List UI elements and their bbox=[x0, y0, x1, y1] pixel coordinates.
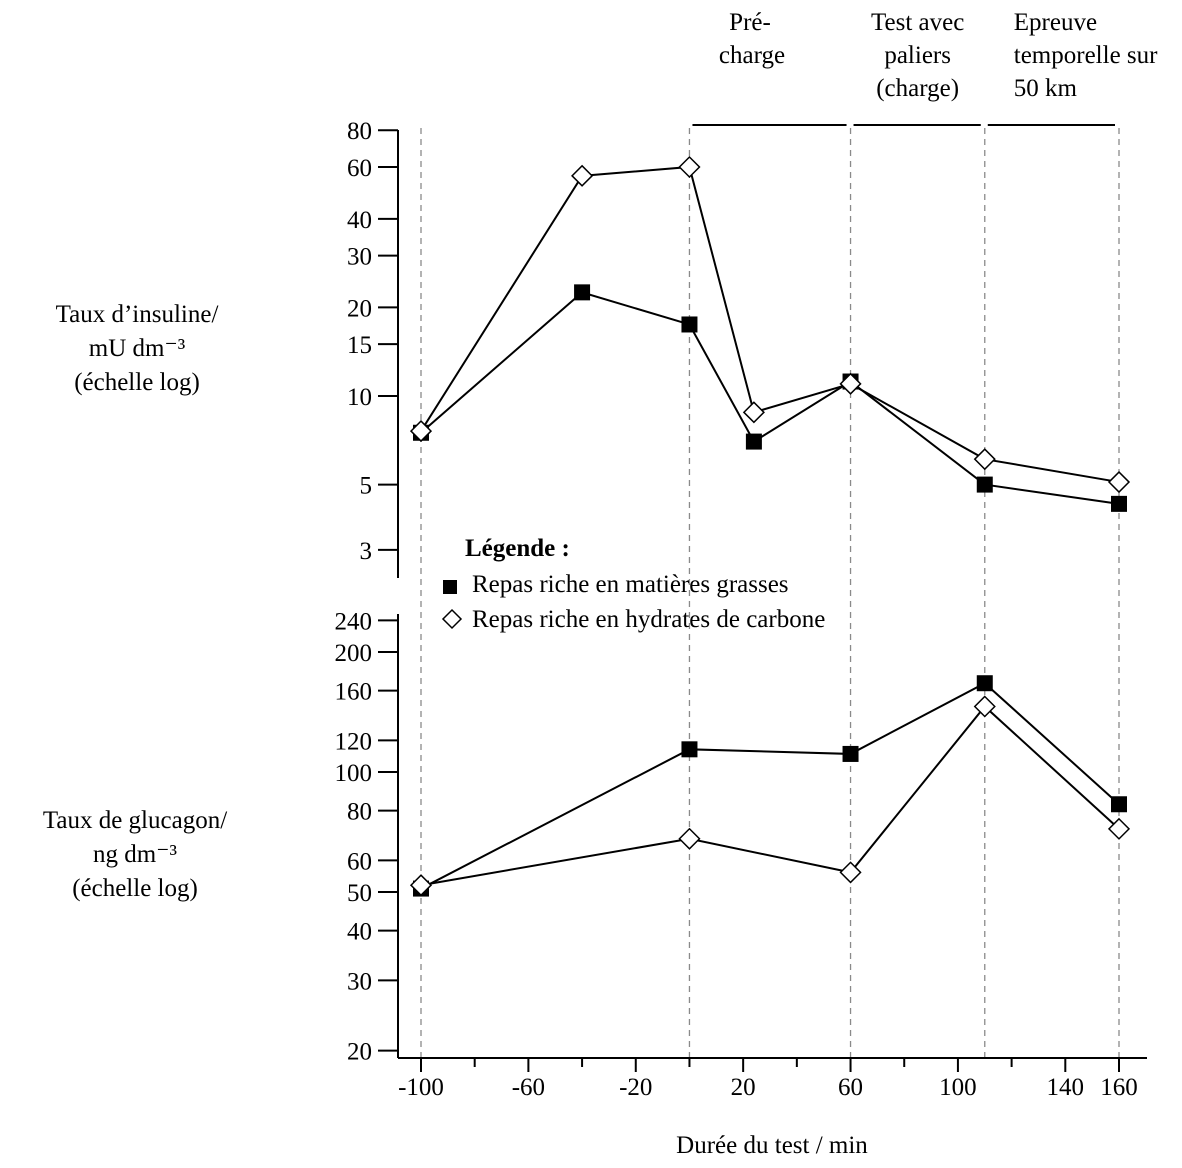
glucagon-y-tick-label-50: 50 bbox=[347, 880, 372, 907]
glucagon-series-0-point-2 bbox=[842, 745, 859, 762]
glucagon-y-axis-title-2: (échelle log) bbox=[72, 875, 198, 902]
insulin-y-tick-label-20: 20 bbox=[347, 295, 372, 322]
glucagon-y-tick-label-40: 40 bbox=[347, 919, 372, 946]
glucagon-y-tick-label-80: 80 bbox=[347, 799, 372, 826]
insulin-series-0-point-2 bbox=[681, 316, 698, 333]
insulin-y-axis-title-0: Taux d’insuline/ bbox=[56, 301, 219, 328]
x-tick-label--20: -20 bbox=[619, 1074, 652, 1101]
insulin-y-tick-label-5: 5 bbox=[360, 473, 373, 500]
glucagon-series-1-line bbox=[420, 705, 1120, 887]
legend-title: Légende : bbox=[465, 535, 570, 562]
phase-label-2-2: 50 km bbox=[1014, 75, 1078, 102]
glucagon-y-tick-label-100: 100 bbox=[335, 760, 373, 787]
insulin-series-1-point-0 bbox=[409, 420, 433, 443]
glucagon-series-0-point-3 bbox=[976, 675, 993, 692]
glucagon-series-1-point-3 bbox=[973, 695, 996, 718]
x-tick-label-60: 60 bbox=[838, 1074, 863, 1101]
insulin-y-tick-label-80: 80 bbox=[347, 118, 372, 145]
glucagon-series-1-point-0 bbox=[409, 874, 433, 897]
x-tick-label--60: -60 bbox=[512, 1074, 545, 1101]
insulin-series-1-point-6 bbox=[1107, 470, 1131, 494]
glucagon-series-0-point-4 bbox=[1111, 796, 1127, 813]
phase-label-1-2: (charge) bbox=[876, 75, 959, 102]
insulin-y-tick-label-3: 3 bbox=[360, 538, 373, 565]
glucagon-y-axis-title-0: Taux de glucagon/ bbox=[43, 807, 227, 834]
legend-marker-0 bbox=[443, 580, 457, 594]
legend-label-1: Repas riche en hydrates de carbone bbox=[472, 606, 825, 633]
glucagon-y-tick-label-200: 200 bbox=[335, 640, 373, 667]
insulin-series-1-line bbox=[420, 165, 1120, 484]
phase-label-2-1: temporelle sur bbox=[1014, 42, 1158, 69]
legend-marker-1 bbox=[441, 608, 463, 630]
phase-label-2-0: Epreuve bbox=[1014, 9, 1097, 36]
glucagon-y-tick-label-160: 160 bbox=[335, 679, 373, 706]
glucagon-series-0-line bbox=[420, 682, 1120, 890]
glucagon-y-tick-label-240: 240 bbox=[335, 608, 373, 635]
x-tick-label-140: 140 bbox=[1047, 1074, 1085, 1101]
glucagon-series-1-point-2 bbox=[839, 861, 862, 884]
insulin-series-1-point-1 bbox=[571, 164, 594, 187]
insulin-y-axis-title-1: mU dm⁻³ bbox=[89, 335, 186, 362]
insulin-y-axis-title-2: (échelle log) bbox=[74, 369, 200, 396]
glucagon-y-tick-label-60: 60 bbox=[347, 848, 372, 875]
insulin-y-tick-label-40: 40 bbox=[347, 207, 372, 234]
glucagon-y-tick-label-120: 120 bbox=[335, 728, 373, 755]
insulin-series-0-point-3 bbox=[745, 433, 762, 450]
glucagon-y-tick-label-20: 20 bbox=[347, 1039, 372, 1066]
phase-label-0-1: charge bbox=[719, 42, 785, 69]
x-tick-label-160: 160 bbox=[1100, 1074, 1138, 1101]
insulin-series-1-point-2 bbox=[678, 155, 701, 179]
insulin-y-tick-label-60: 60 bbox=[347, 155, 372, 182]
phase-label-1-0: Test avec bbox=[871, 9, 964, 36]
glucagon-series-1-point-1 bbox=[678, 827, 701, 850]
x-tick-label-100: 100 bbox=[939, 1074, 977, 1101]
insulin-y-tick-label-10: 10 bbox=[347, 384, 372, 411]
insulin-series-0-line bbox=[420, 291, 1120, 505]
legend-label-0: Repas riche en matières grasses bbox=[472, 571, 789, 598]
insulin-series-0-point-6 bbox=[1111, 495, 1127, 512]
insulin-series-1-point-5 bbox=[973, 448, 996, 471]
glucagon-y-axis-title-1: ng dm⁻³ bbox=[93, 841, 177, 868]
phase-label-0-0: Pré- bbox=[729, 9, 771, 36]
phase-label-1-1: paliers bbox=[884, 42, 951, 69]
glucagon-series-0-point-1 bbox=[681, 741, 698, 758]
insulin-series-1-point-4 bbox=[839, 372, 862, 395]
insulin-series-0-point-5 bbox=[976, 476, 993, 493]
x-tick-label--100: -100 bbox=[398, 1074, 444, 1101]
insulin-y-tick-label-15: 15 bbox=[347, 332, 372, 359]
insulin-y-tick-label-30: 30 bbox=[347, 244, 372, 271]
x-axis-title: Durée du test / min bbox=[676, 1132, 868, 1159]
insulin-series-0-point-1 bbox=[574, 284, 591, 301]
glucagon-series-1-point-4 bbox=[1107, 817, 1131, 840]
x-tick-label-20: 20 bbox=[731, 1074, 756, 1101]
glucagon-y-tick-label-30: 30 bbox=[347, 968, 372, 995]
insulin-series-1-point-3 bbox=[742, 401, 765, 424]
